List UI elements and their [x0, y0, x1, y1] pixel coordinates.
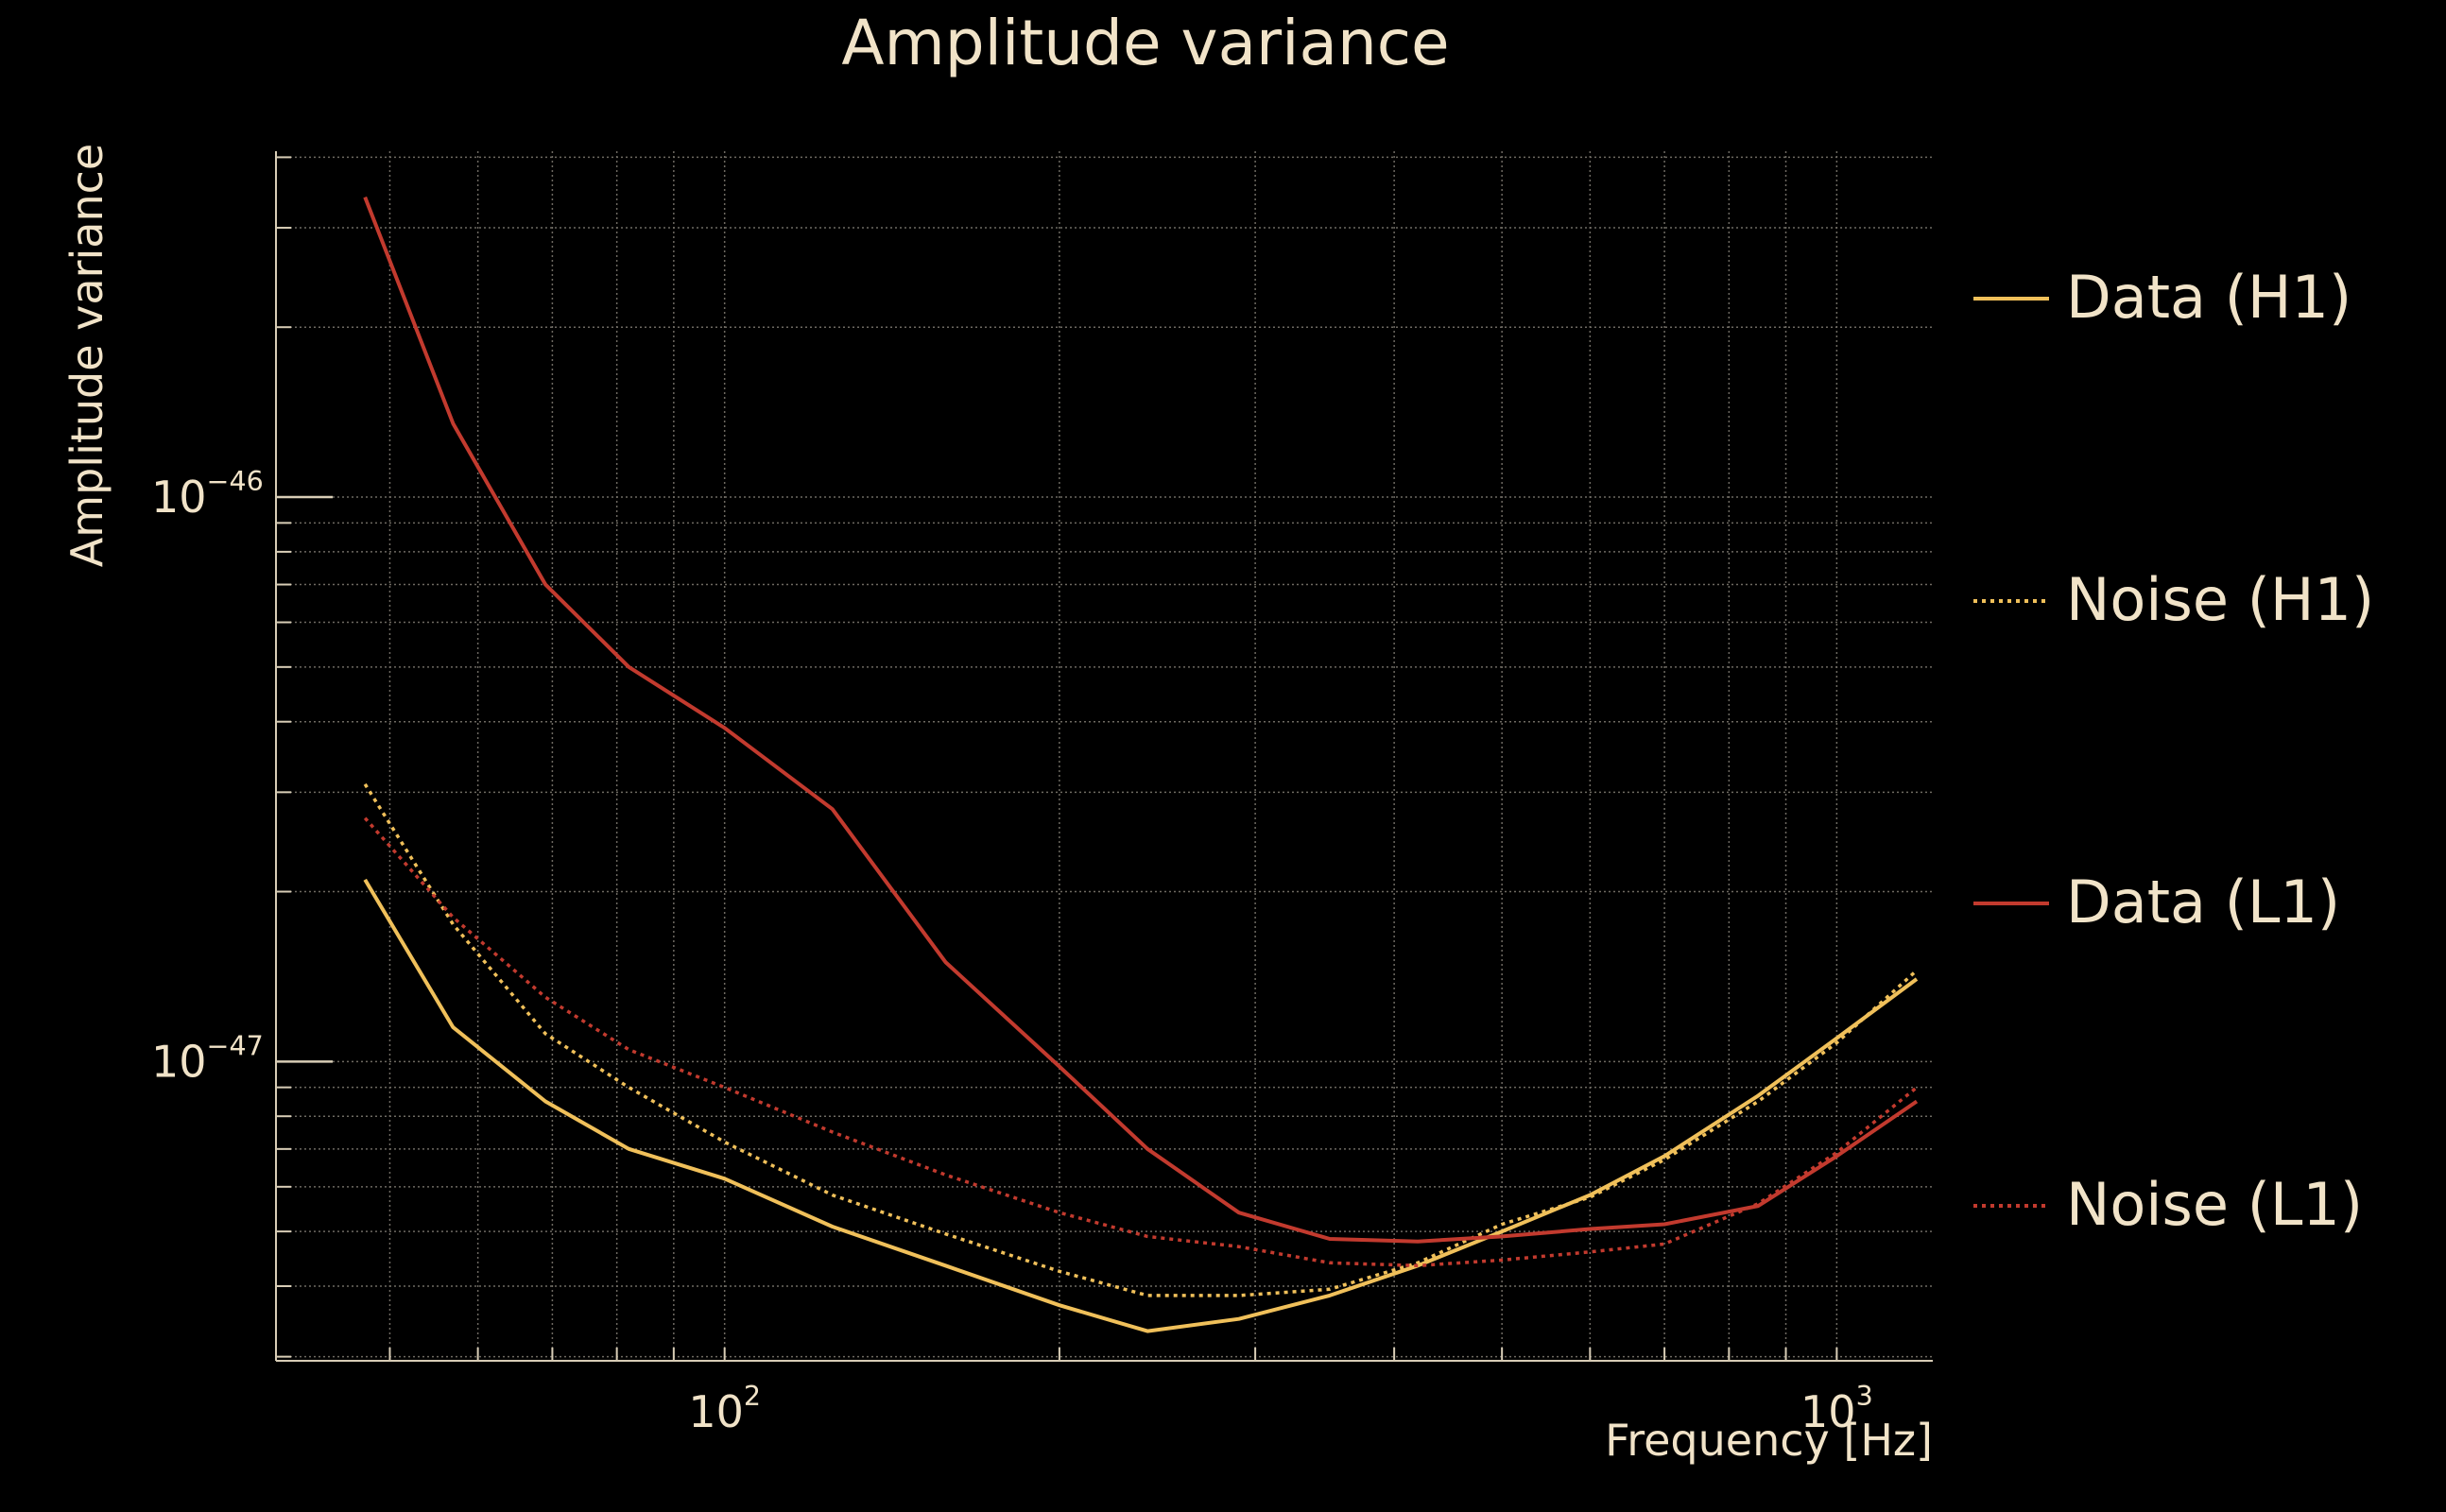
series-line-3 — [363, 816, 1919, 1268]
chart-title: Amplitude variance — [841, 7, 1449, 79]
legend-label: Noise (H1) — [2066, 565, 2374, 634]
plot-lines — [363, 196, 1919, 1333]
legend-label: Noise (L1) — [2066, 1170, 2363, 1239]
series-line-2 — [363, 196, 1919, 1244]
legend: Data (H1) Noise (H1) Data (L1) Noise (L1) — [1973, 263, 2374, 1239]
y-tick-label: 10−47 — [151, 1030, 264, 1087]
x-tick-label: 102 — [688, 1381, 761, 1437]
series-line-0 — [363, 878, 1919, 1333]
tick-labels: 102 103 10−47 10−46 — [151, 466, 1873, 1437]
x-axis-label: Frequency [Hz] — [1605, 1415, 1933, 1466]
legend-label: Data (L1) — [2066, 868, 2340, 936]
axes — [275, 151, 1933, 1362]
x-tick-label: 103 — [1800, 1381, 1873, 1437]
y-axis-label: Amplitude variance — [61, 144, 112, 567]
y-tick-label: 10−46 — [151, 466, 264, 523]
series-line-1 — [363, 782, 1919, 1297]
legend-label: Data (H1) — [2066, 263, 2351, 332]
grid — [276, 151, 1933, 1361]
